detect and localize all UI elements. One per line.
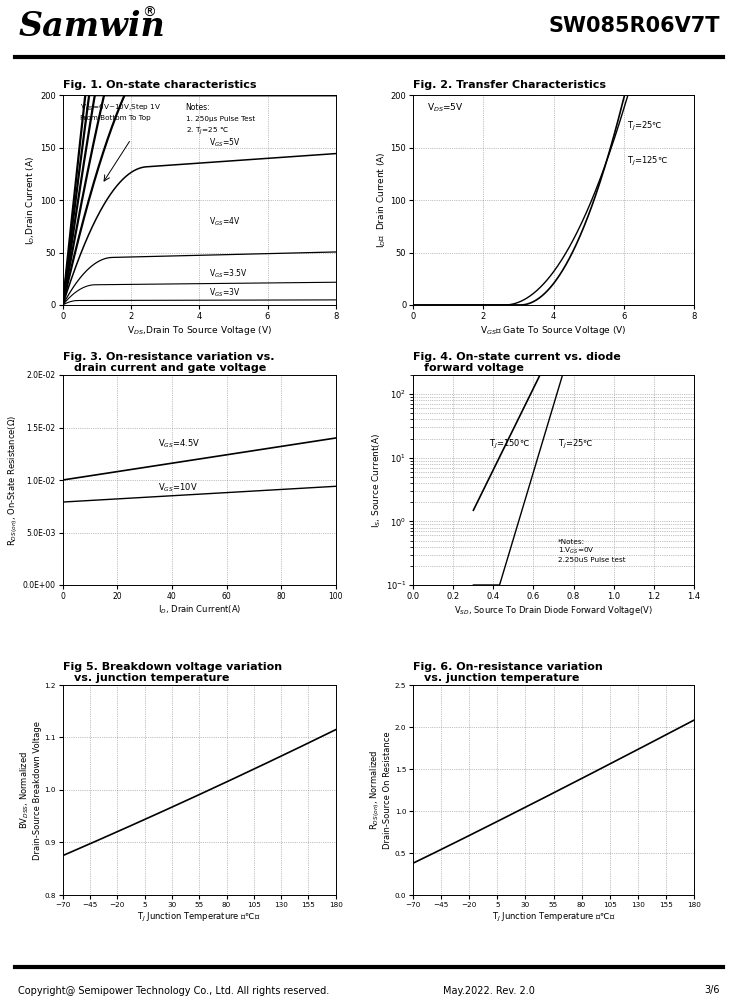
- Text: From Bottom To Top: From Bottom To Top: [80, 115, 151, 121]
- Text: forward voltage: forward voltage: [424, 363, 524, 373]
- X-axis label: V$_{SD}$, Source To Drain Diode Forward Voltage(V): V$_{SD}$, Source To Drain Diode Forward …: [454, 604, 653, 617]
- Text: V$_{GS}$=3V: V$_{GS}$=3V: [210, 287, 241, 299]
- Text: T$_J$=25℃: T$_J$=25℃: [557, 438, 593, 451]
- Text: Fig. 2. Transfer Characteristics: Fig. 2. Transfer Characteristics: [413, 80, 607, 90]
- Text: Fig. 6. On-resistance variation: Fig. 6. On-resistance variation: [413, 662, 603, 672]
- Text: 3/6: 3/6: [704, 986, 720, 996]
- Y-axis label: I$_D$，  Drain Current (A): I$_D$， Drain Current (A): [376, 152, 387, 248]
- Text: *Notes:
1.V$_{GS}$=0V
2.250uS Pulse test: *Notes: 1.V$_{GS}$=0V 2.250uS Pulse test: [557, 539, 625, 563]
- Text: V$_{DS}$=5V: V$_{DS}$=5V: [427, 102, 464, 114]
- Text: vs. junction temperature: vs. junction temperature: [424, 673, 580, 683]
- Text: 1. 250μs Pulse Test: 1. 250μs Pulse Test: [186, 116, 255, 122]
- Text: Copyright@ Semipower Technology Co., Ltd. All rights reserved.: Copyright@ Semipower Technology Co., Ltd…: [18, 986, 330, 996]
- Y-axis label: I$_S$, Source Current(A): I$_S$, Source Current(A): [370, 432, 383, 528]
- Text: Fig. 1. On-state characteristics: Fig. 1. On-state characteristics: [63, 80, 256, 90]
- Text: V$_{GS}$=4V: V$_{GS}$=4V: [210, 215, 241, 228]
- X-axis label: T$_J$ Junction Temperature （℃）: T$_J$ Junction Temperature （℃）: [137, 911, 261, 924]
- Text: ®: ®: [142, 6, 156, 20]
- Text: vs. junction temperature: vs. junction temperature: [74, 673, 230, 683]
- Text: V$_{GS}$=6V~10V,Step 1V: V$_{GS}$=6V~10V,Step 1V: [80, 103, 161, 113]
- Text: T$_J$=25℃: T$_J$=25℃: [627, 120, 663, 133]
- Text: drain current and gate voltage: drain current and gate voltage: [74, 363, 266, 373]
- Text: Samwin: Samwin: [18, 9, 165, 42]
- Text: V$_{GS}$=3.5V: V$_{GS}$=3.5V: [210, 268, 248, 280]
- Text: Fig 5. Breakdown voltage variation: Fig 5. Breakdown voltage variation: [63, 662, 282, 672]
- X-axis label: T$_J$ Junction Temperature （℃）: T$_J$ Junction Temperature （℃）: [492, 911, 615, 924]
- Text: Notes:: Notes:: [186, 103, 210, 112]
- Y-axis label: R$_{DS(on)}$, Normalized
Drain-Source On Resistance: R$_{DS(on)}$, Normalized Drain-Source On…: [368, 731, 392, 849]
- X-axis label: V$_{GS}$， Gate To Source Voltage (V): V$_{GS}$， Gate To Source Voltage (V): [480, 324, 627, 337]
- X-axis label: V$_{DS}$,Drain To Source Voltage (V): V$_{DS}$,Drain To Source Voltage (V): [127, 324, 272, 337]
- Y-axis label: R$_{DS(on)}$, On-State Resistance(Ω): R$_{DS(on)}$, On-State Resistance(Ω): [6, 414, 20, 546]
- Text: SW085R06V7T: SW085R06V7T: [548, 16, 720, 36]
- Text: T$_J$=125℃: T$_J$=125℃: [627, 155, 668, 168]
- Text: Fig. 3. On-resistance variation vs.: Fig. 3. On-resistance variation vs.: [63, 352, 275, 362]
- Text: 2. T$_J$=25 ℃: 2. T$_J$=25 ℃: [186, 126, 228, 137]
- Text: V$_{GS}$=10V: V$_{GS}$=10V: [158, 482, 198, 494]
- Text: V$_{GS}$=5V: V$_{GS}$=5V: [210, 136, 241, 149]
- Y-axis label: BV$_{DSS}$, Normalized
Drain-Source Breakdown Voltage: BV$_{DSS}$, Normalized Drain-Source Brea…: [18, 720, 41, 859]
- Y-axis label: I$_D$,Drain Current (A): I$_D$,Drain Current (A): [25, 155, 37, 245]
- Text: Fig. 4. On-state current vs. diode: Fig. 4. On-state current vs. diode: [413, 352, 621, 362]
- Text: T$_J$=150℃: T$_J$=150℃: [489, 438, 531, 451]
- Text: V$_{GS}$=4.5V: V$_{GS}$=4.5V: [158, 437, 201, 450]
- X-axis label: I$_D$, Drain Current(A): I$_D$, Drain Current(A): [158, 604, 241, 616]
- Text: May.2022. Rev. 2.0: May.2022. Rev. 2.0: [443, 986, 534, 996]
